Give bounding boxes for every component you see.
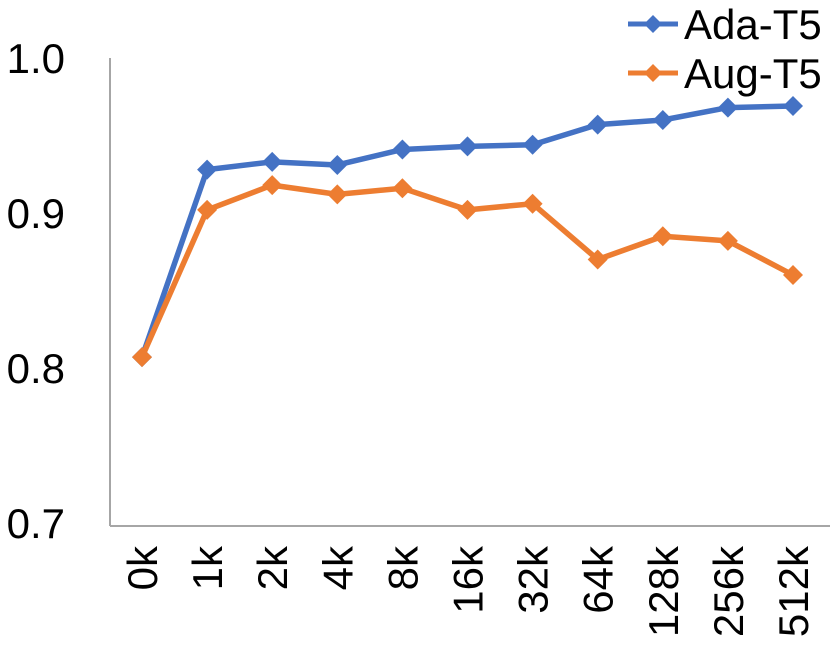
y-tick-label: 0.8 — [7, 345, 65, 392]
legend-label-aug-t5: Aug-T5 — [684, 50, 822, 97]
x-tick-label: 4k — [314, 545, 361, 590]
x-tick-label: 0k — [119, 545, 166, 590]
diamond-marker-icon — [587, 249, 608, 270]
diamond-marker-icon — [197, 199, 218, 220]
diamond-marker-icon — [717, 230, 738, 251]
x-tick-label: 16k — [445, 545, 492, 614]
legend-diamond-aug-t5-icon — [644, 64, 662, 82]
diamond-marker-icon — [457, 199, 478, 220]
diamond-marker-icon — [522, 134, 543, 155]
y-tick-label: 0.7 — [7, 500, 65, 547]
diamond-marker-icon — [197, 159, 218, 180]
x-tick-label: 8k — [379, 545, 426, 590]
diamond-marker-icon — [392, 178, 413, 199]
diamond-marker-icon — [132, 347, 152, 368]
diamond-marker-icon — [262, 151, 283, 172]
legend-label-ada-t5: Ada-T5 — [684, 1, 822, 48]
x-tick-label: 32k — [510, 545, 557, 614]
diamond-marker-icon — [587, 114, 608, 135]
y-tick-label: 1.0 — [7, 35, 65, 82]
diamond-marker-icon — [652, 226, 673, 247]
x-tick-label: 2k — [249, 545, 296, 590]
diamond-marker-icon — [457, 136, 478, 157]
diamond-marker-icon — [392, 139, 413, 160]
diamond-marker-icon — [783, 265, 803, 285]
diamond-marker-icon — [783, 96, 803, 117]
x-tick-label: 64k — [575, 545, 622, 614]
diamond-marker-icon — [717, 97, 738, 118]
x-tick-label: 512k — [770, 545, 817, 637]
x-tick-label: 128k — [640, 545, 687, 637]
diamond-marker-icon — [327, 184, 348, 205]
diamond-marker-icon — [327, 154, 348, 175]
legend-diamond-ada-t5-icon — [644, 15, 662, 33]
diamond-marker-icon — [522, 193, 543, 214]
diamond-marker-icon — [652, 110, 673, 130]
x-tick-label: 256k — [705, 545, 752, 637]
y-tick-label: 0.9 — [7, 190, 65, 237]
diamond-marker-icon — [262, 175, 283, 196]
x-tick-label: 1k — [184, 545, 231, 590]
